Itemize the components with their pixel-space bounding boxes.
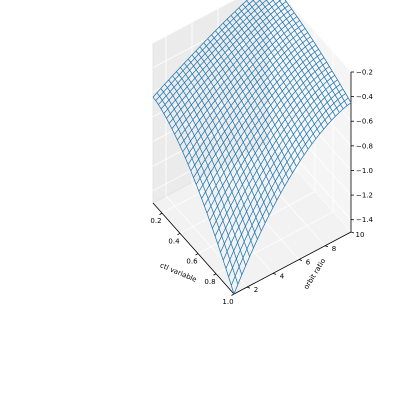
wire-line-y <box>180 67 262 232</box>
wire-line-y <box>230 15 313 144</box>
wire-line-y <box>222 22 305 155</box>
wire-line-y <box>207 38 289 180</box>
wire-line-y <box>160 88 243 275</box>
wire-line-y <box>164 84 247 266</box>
x-tick <box>231 293 235 296</box>
y-tick-label: 8 <box>332 245 336 253</box>
z-tick-label: −0.8 <box>356 142 373 150</box>
z-tick-label: −0.6 <box>356 118 374 126</box>
x-tick-label: 0.2 <box>150 217 161 225</box>
y-tick-label: 10 <box>356 231 365 239</box>
wire-line-y <box>211 34 293 174</box>
wire-line-y <box>152 96 235 295</box>
y-tick-label: 4 <box>280 272 285 280</box>
x-tick <box>195 253 199 256</box>
wire-line-y <box>284 0 352 103</box>
gridlines <box>152 0 352 295</box>
x-tick <box>177 232 181 236</box>
wire-line-y <box>156 92 239 285</box>
wire-line-y <box>199 46 282 194</box>
y-axis-line <box>233 231 352 295</box>
x-axis-line <box>152 202 235 295</box>
wire-line-y <box>183 62 266 224</box>
x-tick-label: 0.4 <box>168 237 180 245</box>
z-tick-label: −0.2 <box>356 69 373 77</box>
y-tick-label: 6 <box>306 259 311 267</box>
y-tick <box>246 286 251 289</box>
wire-line-y <box>168 79 250 257</box>
wire-line-y <box>215 30 297 167</box>
wire-line-y <box>226 18 309 150</box>
y-gridline <box>191 22 274 274</box>
wire-line-y <box>219 26 301 161</box>
x-tick-label: 0.8 <box>204 278 215 286</box>
y-tick <box>324 245 329 248</box>
wire-line-y <box>278 0 348 106</box>
x-tick-label: 0.6 <box>186 258 198 266</box>
wire-line-y <box>187 58 270 216</box>
wire-line-y <box>172 75 254 248</box>
y-tick <box>272 272 277 275</box>
y-tick-label: 2 <box>254 286 258 294</box>
z-gridline <box>152 0 352 73</box>
wire-line-y <box>272 0 344 110</box>
z-tick-label: −1.0 <box>356 167 373 175</box>
wireframe-surface <box>152 0 352 295</box>
wire-line-y <box>176 71 258 240</box>
wire-line-y <box>195 50 278 201</box>
x-tick <box>159 212 163 215</box>
y-tick <box>350 231 355 234</box>
z-tick-label: −0.4 <box>356 93 374 101</box>
y-gridline <box>243 0 326 247</box>
wire-line-y <box>203 42 286 187</box>
axis-panes <box>152 0 352 295</box>
z-tick-label: −1.4 <box>356 216 374 224</box>
wire-line-y <box>259 0 336 117</box>
x-tick <box>213 273 217 276</box>
z-tick-label: −1.2 <box>356 192 373 200</box>
wire-line-y <box>238 7 321 134</box>
left-wall-pane <box>152 0 271 204</box>
y-tick <box>298 259 303 261</box>
x-tick-label: 1.0 <box>222 298 233 306</box>
wire-line-y <box>252 0 332 121</box>
wire-line-y <box>234 11 317 139</box>
wire-line-y <box>246 0 328 125</box>
axes <box>152 71 355 296</box>
wire-line-y <box>265 0 340 113</box>
wire-line-y <box>242 3 325 130</box>
wire-line-y <box>191 54 274 208</box>
